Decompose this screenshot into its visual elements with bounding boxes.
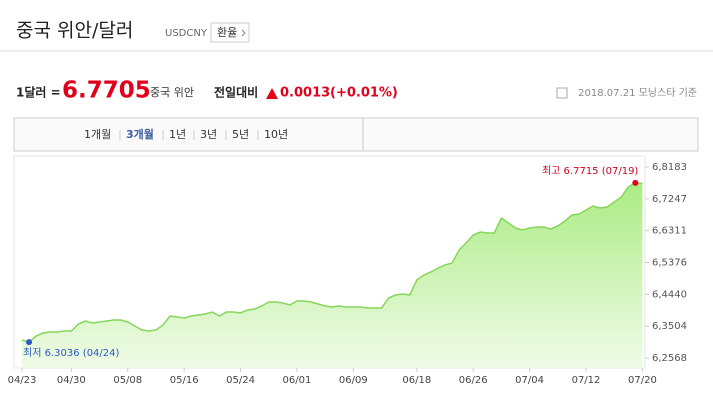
- y-tick-label: 6,5376: [652, 257, 687, 268]
- y-tick-label: 6,6311: [652, 226, 687, 237]
- change-pct: (+0.01%): [330, 86, 398, 101]
- x-tick-label: 07/12: [572, 375, 601, 386]
- max-dot: [632, 179, 639, 186]
- x-tick-label: 06/18: [402, 375, 431, 386]
- tab[interactable]: 3개월: [126, 127, 154, 141]
- tab-bar: [13, 117, 699, 152]
- up-icon: [266, 88, 278, 99]
- x-tick-label: 05/16: [170, 375, 199, 386]
- rate-button[interactable]: 환율: [210, 22, 250, 43]
- button-box: [210, 22, 250, 43]
- tab[interactable]: 1년: [169, 128, 186, 141]
- area: [22, 182, 643, 368]
- title: 중국 위안/달러: [16, 20, 133, 42]
- x-tick-label: 05/08: [113, 375, 142, 386]
- y-tick-label: 6,4440: [652, 289, 687, 300]
- x-tick-label: 06/26: [459, 375, 488, 386]
- button-label[interactable]: 환율: [217, 26, 237, 39]
- x-tick-label: 07/04: [515, 375, 544, 386]
- x-tick-label: 07/20: [628, 375, 657, 386]
- tab[interactable]: 5년: [232, 128, 249, 141]
- min-label: 최저 6.3036 (04/24): [23, 347, 119, 359]
- rate-prefix: 1달러 =: [16, 85, 61, 100]
- tab[interactable]: 10년: [264, 128, 288, 141]
- tab[interactable]: 1개월: [84, 128, 111, 141]
- rate-unit: 중국 위안: [150, 86, 194, 99]
- x-tick-label: 04/30: [57, 375, 86, 386]
- x-tick-label: 04/23: [8, 375, 37, 386]
- change: 0.0013: [280, 86, 330, 101]
- y-tick-label: 6,3504: [652, 321, 687, 332]
- max-label: 최고 6.7715 (07/19): [542, 165, 638, 177]
- y-tick-label: 6,8183: [652, 162, 687, 173]
- code: USDCNY: [165, 28, 208, 39]
- x-tick-label: 05/24: [226, 375, 255, 386]
- line: [21, 182, 643, 343]
- rate: 6.7705: [62, 78, 151, 104]
- x-tick-label: 06/09: [339, 375, 368, 386]
- tab[interactable]: 3년: [200, 128, 217, 141]
- y-tick-label: 6,7247: [652, 194, 687, 205]
- source: 2018.07.21 모닝스타 기준: [578, 87, 697, 99]
- min-dot: [26, 339, 33, 346]
- change-label: 전일대비: [214, 85, 258, 100]
- button-arrow: [241, 29, 246, 37]
- source-icon: [556, 87, 568, 99]
- y-tick-label: 6,2568: [652, 353, 687, 364]
- x-tick-label: 06/01: [283, 375, 312, 386]
